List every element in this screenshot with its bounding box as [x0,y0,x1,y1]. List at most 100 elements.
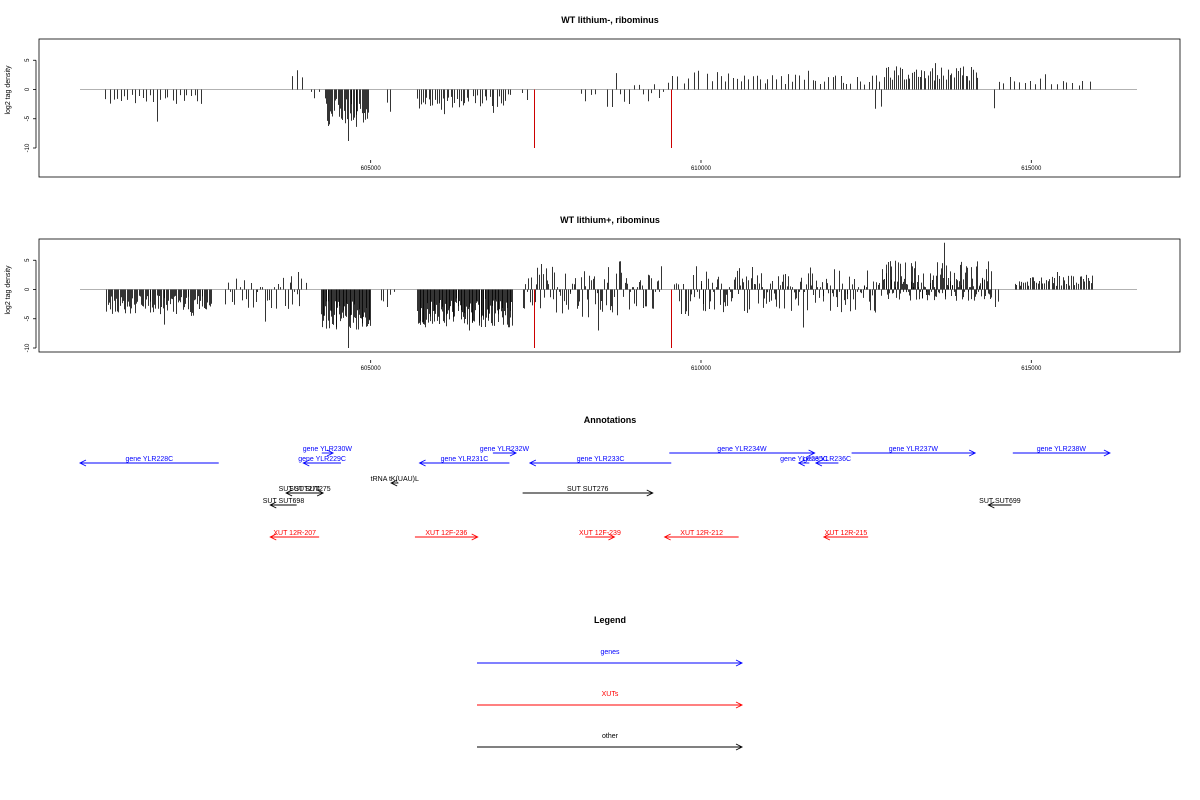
feature-label: XUT 12F-236 [425,530,467,537]
plot-frame [38,238,1181,353]
feature-label: SUT SUT275 [289,486,331,493]
feature-label: gene YLR236C [803,456,851,463]
feature-label: tRNA tK(UAU)L [371,476,419,483]
feature-arrowhead [987,501,995,509]
y-axis-label: log2 tag density [5,265,12,315]
feature-genes: gene YLR231C [418,456,510,467]
y-tick-label: -5 [25,115,31,121]
feature-XUTs: XUT 12F-236 [414,530,479,541]
feature-label: gene YLR228C [125,456,173,463]
y-tick-label: 5 [25,258,31,262]
x-tick-label: 605000 [361,366,382,372]
feature-genes: gene YLR229C [298,456,346,467]
feature-XUTs: XUT 12F-239 [579,530,621,541]
feature-label: gene YLR238W [1037,446,1087,453]
feature-arrowhead [316,489,325,497]
feature-label: gene YLR232W [480,446,530,453]
feature-arrowhead [968,449,977,457]
feature-other: SUT SUT698 [263,498,305,509]
feature-arrowhead [646,489,654,497]
feature-arrowhead [663,533,671,541]
feature-genes: gene YLR230W [303,446,353,457]
feature-arrowhead [269,501,277,509]
y-tick-label: -5 [25,315,31,321]
feature-label: gene YLR231C [441,456,489,463]
x-axis: 605000 610000 615000 [361,360,1042,372]
x-axis: 605000 610000 615000 [361,160,1042,172]
y-tick-label: 5 [25,58,31,62]
feature-genes: gene YLR233C [528,456,672,467]
feature-arrowhead [797,459,805,467]
feature-XUTs: XUT 12R-215 [822,530,869,541]
track-panel-lithium-minus: WT lithium-, ribominus log2 tag density … [5,15,1181,178]
feature-XUTs: XUT 12R-207 [269,530,320,541]
feature-label: gene YLR233C [577,456,625,463]
feature-arrowhead [471,533,479,541]
feature-label: gene YLR230W [303,446,353,453]
feature-label: XUT 12R-215 [825,530,868,537]
feature-genes: gene YLR234W [669,446,816,457]
feature-genes: gene YLR238W [1012,446,1111,457]
feature-arrowhead [418,459,426,467]
feature-arrowhead [822,533,831,541]
legend-entry: XUTs [477,691,744,709]
feature-other: SUT SUT699 [979,498,1021,509]
x-tick-label: 610000 [691,166,712,172]
feature-arrowhead [1103,449,1111,457]
feature-label: gene YLR229C [298,456,346,463]
feature-arrowhead [528,459,537,467]
feature-arrows: gene YLR228C gene YLR229C gene YLR230W gene… [78,446,1111,541]
feature-genes: gene YLR228C [78,456,219,467]
legend-entry: other [477,733,744,751]
feature-other: SUT SUT276 [522,486,654,497]
feature-arrowhead [285,489,293,497]
y-axis: -10 -5 0 5 [25,258,37,352]
y-tick-label: 0 [25,87,31,91]
feature-arrowhead [326,449,335,457]
feature-genes: gene YLR237W [851,446,977,457]
x-tick-label: 610000 [691,366,712,372]
panel-title: WT lithium-, ribominus [561,15,659,25]
feature-arrowhead [808,449,816,457]
legend-entries: genes XUTs other [477,649,744,751]
density-bars [106,242,1093,348]
y-tick-label: -10 [25,143,31,152]
legend-entry: genes [477,649,744,667]
feature-label: XUT 12R-212 [680,530,723,537]
y-tick-label: -10 [25,343,31,352]
feature-label: SUT SUT274 [279,486,321,493]
feature-genes: gene YLR235C [780,456,828,467]
legend-arrowhead [735,743,744,751]
x-tick-label: 605000 [361,166,382,172]
density-bars [105,63,1091,148]
feature-label: gene YLR237W [889,446,939,453]
feature-genes: gene YLR232W [480,446,530,457]
y-axis-label: log2 tag density [5,65,12,115]
legend-label: XUTs [602,691,619,698]
legend-arrowhead [735,701,744,709]
x-tick-label: 615000 [1021,166,1042,172]
y-axis: -10 -5 0 5 [25,58,37,152]
legend-title: Legend [594,615,626,625]
y-tick-label: 0 [25,287,31,291]
feature-arrowhead [302,459,310,467]
x-tick-label: 615000 [1021,366,1042,372]
feature-label: gene YLR234W [717,446,767,453]
feature-label: gene YLR235C [780,456,828,463]
feature-label: SUT SUT276 [567,486,609,493]
feature-arrowhead [814,459,823,467]
feature-other: tRNA tK(UAU)L [371,476,419,487]
track-panel-lithium-plus: WT lithium+, ribominus log2 tag density … [5,215,1181,372]
feature-label: SUT SUT698 [263,498,305,505]
feature-XUTs: XUT 12R-212 [663,530,739,541]
feature-arrowhead [390,479,398,487]
legend-label: genes [600,649,620,656]
feature-label: XUT 12R-207 [273,530,316,537]
panel-title: WT lithium+, ribominus [560,215,660,225]
feature-other: SUT SUT275 [289,486,331,497]
feature-label: SUT SUT699 [979,498,1021,505]
feature-arrowhead [269,533,277,541]
feature-arrowhead [78,459,87,467]
feature-label: XUT 12F-239 [579,530,621,537]
legend-arrowhead [735,659,744,667]
